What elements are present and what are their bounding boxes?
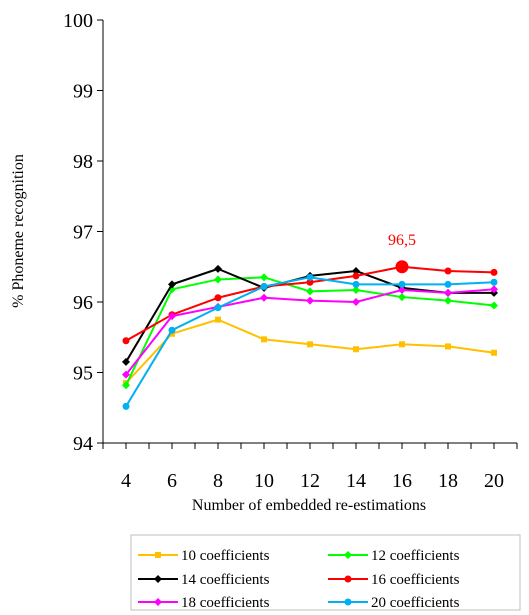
y-tick-label: 99 (73, 81, 93, 103)
legend-item: 12 coefficients (328, 548, 460, 564)
y-tick-label: 98 (73, 151, 93, 173)
legend: 10 coefficients 12 coefficients 14 coeffic… (130, 534, 521, 611)
legend-marker (344, 551, 352, 559)
x-tick-label: 8 (213, 470, 223, 492)
series-layer (122, 263, 498, 410)
y-tick-label: 97 (73, 222, 93, 244)
data-point (168, 326, 176, 334)
data-point (399, 341, 405, 348)
legend-label: 12 coefficients (371, 548, 460, 564)
data-point (168, 312, 176, 321)
data-point (261, 336, 267, 343)
data-point (490, 268, 498, 276)
data-point (214, 304, 222, 312)
data-point (398, 293, 406, 302)
data-point (353, 346, 359, 353)
data-point (490, 278, 498, 286)
series-6 (122, 273, 498, 410)
series-5 (122, 285, 498, 379)
legend-item: 16 coefficients (328, 572, 460, 588)
data-point (260, 273, 268, 282)
annotation-layer: 96,5 (388, 232, 416, 274)
data-point (398, 280, 406, 288)
y-tick-label: 94 (73, 433, 93, 455)
annotation-label: 96,5 (388, 232, 416, 249)
data-point (352, 272, 360, 280)
legend-marker (344, 575, 352, 583)
data-point (122, 337, 130, 345)
x-tick-label: 14 (346, 470, 366, 492)
data-point (444, 288, 452, 297)
data-point (352, 280, 360, 288)
data-point (306, 278, 314, 286)
data-point (490, 301, 498, 310)
data-point (444, 280, 452, 288)
legend-label: 14 coefficients (181, 572, 270, 588)
x-axis-title: Number of embedded re-estimations (192, 497, 426, 514)
legend-marker (155, 552, 161, 558)
legend-box (130, 534, 521, 611)
data-point (260, 282, 268, 290)
series-1 (123, 316, 497, 387)
data-point (398, 286, 406, 295)
data-point (215, 316, 221, 323)
legend-label: 16 coefficients (371, 572, 460, 588)
legend-marker (344, 598, 352, 606)
data-point (260, 293, 268, 302)
axes: 94 95 96 97 98 99 100 4 6 8 10 12 14 16 18 20 (63, 10, 518, 492)
y-axis-title: % Phoneme recognition (10, 154, 27, 308)
legend-label: 10 coefficients (181, 548, 270, 564)
legend-label: 20 coefficients (371, 595, 460, 611)
data-point (491, 349, 497, 356)
data-point (306, 273, 314, 281)
x-tick-label: 6 (167, 470, 177, 492)
y-tick-label: 95 (73, 363, 93, 385)
data-point (352, 298, 360, 306)
x-tick-label: 10 (254, 470, 274, 492)
legend-marker (154, 575, 162, 583)
data-point (490, 285, 498, 294)
data-point (444, 267, 452, 275)
data-point (214, 275, 222, 284)
data-point (306, 296, 314, 305)
x-tick-label: 18 (438, 470, 458, 492)
data-point (306, 287, 314, 296)
data-point (168, 280, 176, 289)
y-tick-label: 96 (73, 292, 93, 314)
series-line (125, 318, 495, 384)
data-point (122, 402, 130, 410)
data-point (214, 264, 222, 273)
x-tick-label: 20 (484, 470, 504, 492)
data-point (169, 330, 175, 337)
data-point (352, 286, 360, 295)
series-2 (122, 273, 498, 390)
legend-label: 18 coefficients (181, 595, 270, 611)
legend-item: 18 coefficients (138, 595, 270, 611)
y-tick-label: 100 (63, 10, 93, 32)
data-point (352, 266, 360, 275)
legend-item: 10 coefficients (138, 548, 270, 564)
data-point (214, 294, 222, 302)
data-point (307, 341, 313, 348)
data-point (445, 343, 451, 350)
data-point (122, 370, 130, 379)
highlight-point (395, 260, 409, 274)
x-tick-label: 12 (300, 470, 320, 492)
legend-item: 14 coefficients (138, 572, 270, 588)
data-point (122, 357, 130, 366)
x-tick-label: 16 (392, 470, 412, 492)
legend-item: 20 coefficients (328, 595, 460, 611)
legend-marker (154, 598, 162, 606)
x-tick-label: 4 (121, 470, 131, 492)
data-point (122, 381, 130, 390)
data-point (444, 296, 452, 305)
